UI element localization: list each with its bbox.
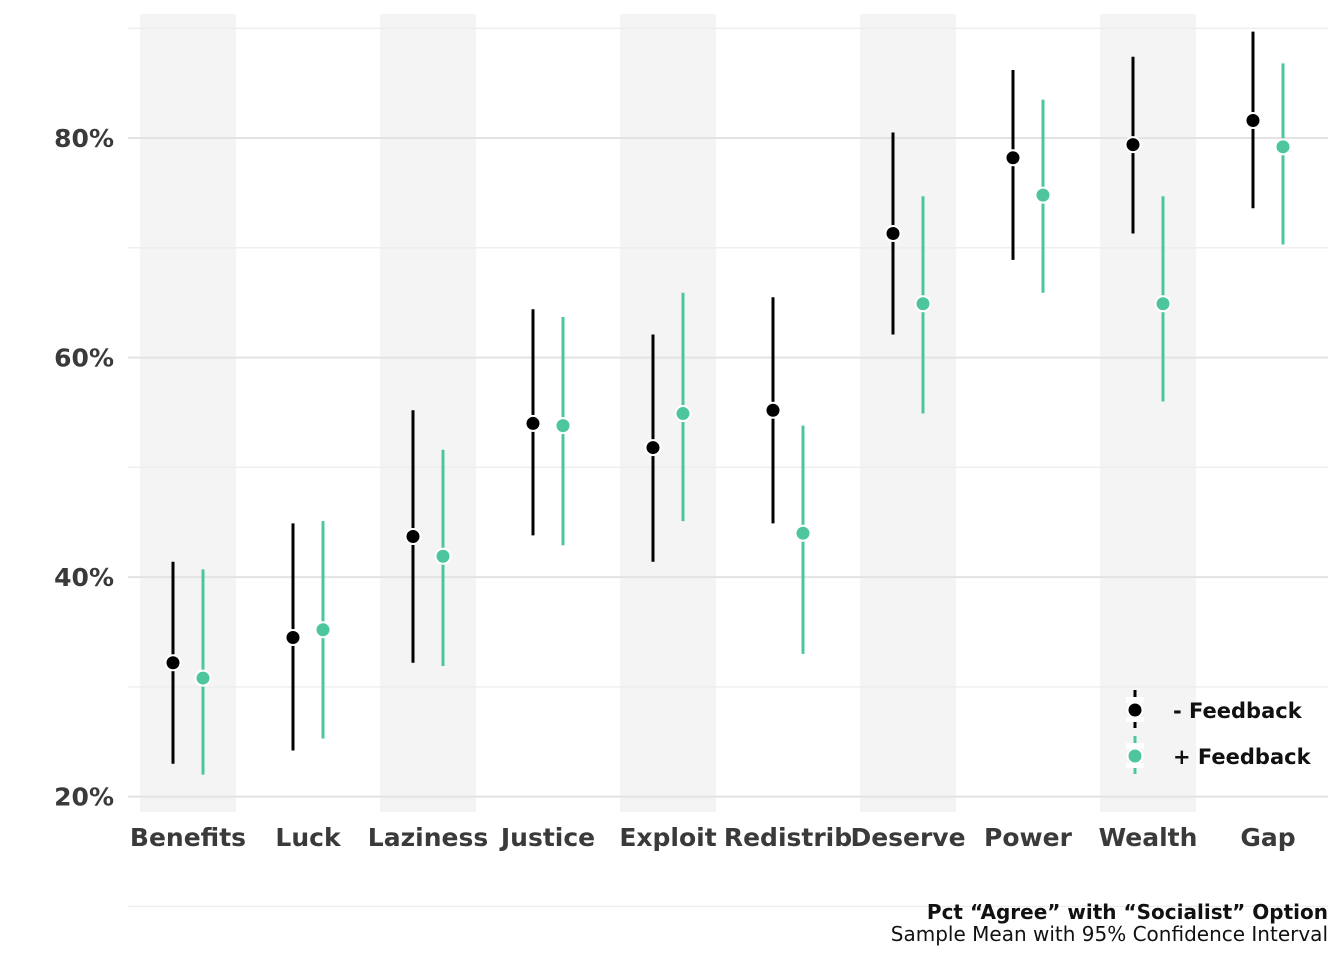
point [794, 524, 812, 542]
legend-key-gap [1126, 697, 1144, 703]
x-tick-label: Justice [499, 823, 595, 852]
x-tick-label: Laziness [368, 823, 488, 852]
point [284, 628, 302, 646]
point [1124, 136, 1142, 154]
data-marks [164, 31, 1292, 775]
point [554, 417, 572, 435]
point [674, 405, 692, 423]
x-tick-label: Wealth [1099, 823, 1198, 852]
x-tick-label: Benefits [130, 823, 246, 852]
point [194, 669, 212, 687]
x-tick-label: Exploit [619, 823, 716, 852]
legend-key-point [1126, 701, 1144, 719]
caption-subtitle: Sample Mean with 95% Confidence Interval [890, 922, 1328, 946]
point [1274, 138, 1292, 156]
point [1154, 295, 1172, 313]
point [884, 225, 902, 243]
x-axis-ticks: Benefits Luck Laziness Justice Exploit Redist… [130, 823, 1296, 852]
x-tick-label: Deserve [850, 823, 965, 852]
y-tick-label: 80% [54, 124, 114, 153]
point [914, 295, 932, 313]
band-deserve [860, 14, 956, 812]
legend: - Feedback + Feedback [1126, 690, 1312, 774]
band-exploit [620, 14, 716, 812]
point [164, 654, 182, 672]
point [644, 439, 662, 457]
y-tick-label: 20% [54, 783, 114, 812]
band-benefits [140, 14, 236, 812]
point [764, 401, 782, 419]
legend-key-gap [1126, 717, 1144, 722]
point [1034, 186, 1052, 204]
y-tick-label: 60% [54, 344, 114, 373]
legend-key-point [1126, 747, 1144, 765]
y-tick-label: 40% [54, 563, 114, 592]
x-tick-label: Redistrib [724, 823, 852, 852]
legend-key-gap [1126, 763, 1144, 768]
point [1244, 111, 1262, 129]
legend-label: - Feedback [1173, 699, 1303, 723]
legend-label: + Feedback [1173, 745, 1312, 769]
band-wealth [1100, 14, 1196, 812]
background-bands [140, 14, 1196, 812]
legend-key-gap [1126, 743, 1144, 749]
point [404, 527, 422, 545]
x-tick-label: Power [984, 823, 1073, 852]
point [1004, 149, 1022, 167]
point [314, 621, 332, 639]
caption-title: Pct “Agree” with “Socialist” Option [926, 900, 1328, 924]
point [434, 547, 452, 565]
band-laziness [380, 14, 476, 812]
gridlines [128, 27, 1328, 908]
x-tick-label: Luck [275, 823, 342, 852]
x-tick-label: Gap [1240, 823, 1295, 852]
point [524, 414, 542, 432]
y-axis-ticks: 20% 40% 60% 80% [54, 124, 114, 812]
